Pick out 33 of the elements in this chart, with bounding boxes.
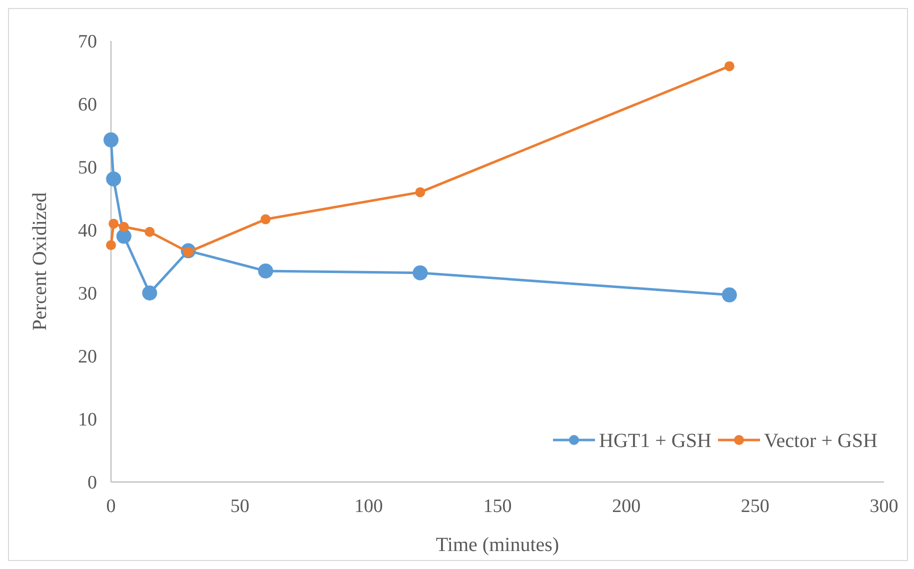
- point: [142, 286, 158, 300]
- point: [258, 263, 274, 278]
- point: [108, 218, 119, 229]
- y-tick-label: 10: [78, 410, 97, 431]
- point: [106, 240, 116, 250]
- point: [724, 61, 734, 72]
- x-tick-label: 200: [612, 496, 641, 517]
- x-axis-title: Time (minutes): [436, 534, 560, 556]
- y-tick-label: 50: [78, 158, 97, 179]
- legend-label: HGT1 + GSH: [599, 430, 712, 452]
- point: [116, 228, 132, 244]
- y-tick-label: 20: [78, 346, 97, 368]
- x-tick-label: 100: [354, 496, 383, 517]
- point: [722, 287, 737, 302]
- x-tick-label: 250: [740, 496, 770, 517]
- point: [104, 132, 118, 148]
- point: [260, 214, 271, 224]
- point: [118, 222, 129, 232]
- y-tick-label: 60: [78, 94, 97, 116]
- y-tick-label: 30: [78, 284, 97, 305]
- x-tick-label: 150: [483, 496, 512, 517]
- legend-label: Vector + GSH: [764, 430, 878, 452]
- x-tick-label: 50: [230, 496, 250, 517]
- point: [144, 226, 155, 237]
- y-tick-label: 0: [88, 472, 97, 494]
- point: [412, 265, 428, 280]
- y-tick-label: 70: [78, 32, 97, 53]
- point: [415, 187, 426, 198]
- point: [106, 171, 122, 186]
- y-tick-label: 40: [78, 220, 97, 242]
- x-tick-label: 0: [106, 496, 116, 517]
- y-axis-title: Percent Oxidized: [29, 192, 51, 331]
- x-tick-label: 300: [870, 496, 898, 517]
